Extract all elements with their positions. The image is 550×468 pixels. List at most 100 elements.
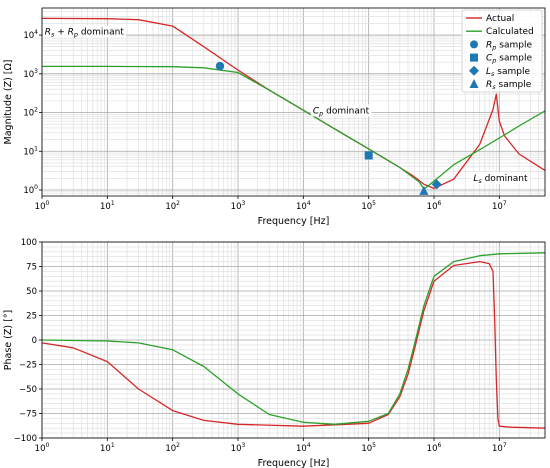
x-tick-label-exp: 3 <box>242 200 246 207</box>
x-axis-label: Frequency [Hz] <box>258 458 330 468</box>
y-axis-label: Phase (Z) [°] <box>3 310 14 371</box>
x-tick-label-exp: 6 <box>438 200 442 207</box>
x-tick-label-base: 10 <box>100 444 111 454</box>
y-tick-label: −25 <box>19 361 37 371</box>
x-tick-label-base: 10 <box>35 444 46 454</box>
cp-sample-marker <box>364 151 373 160</box>
x-tick-label: 106 <box>427 442 442 454</box>
x-tick-label-exp: 1 <box>111 200 115 207</box>
x-tick-label: 102 <box>165 200 180 212</box>
y-tick-label: 101 <box>23 145 38 157</box>
legend-cp-sample-sym: C <box>486 54 493 64</box>
x-tick-label-exp: 4 <box>307 200 311 207</box>
x-tick-label-base: 10 <box>296 202 307 212</box>
x-tick-label-base: 10 <box>427 444 438 454</box>
legend-rs-sample-label: Rs sample <box>486 80 532 91</box>
x-tick-label-base: 10 <box>361 444 372 454</box>
y-tick-label-base: 10 <box>23 70 34 80</box>
x-tick-label-exp: 7 <box>503 200 507 207</box>
x-tick-label: 104 <box>296 442 311 454</box>
x-tick-label: 100 <box>35 200 50 212</box>
legend-ls-sample-rest: sample <box>494 67 530 77</box>
annotation-text: R <box>45 27 51 37</box>
legend-rp-sample-sym: R <box>486 40 492 50</box>
y-tick-label-base: 10 <box>23 147 34 157</box>
y-tick-label: 102 <box>23 107 38 119</box>
y-tick-label-exp: 1 <box>34 145 38 152</box>
rp-sample-marker <box>215 61 225 71</box>
annotation-text: R <box>68 27 74 37</box>
x-tick-label: 106 <box>427 200 442 212</box>
y-tick-label-base: 10 <box>23 31 34 41</box>
annotation-text: dominant <box>482 174 528 184</box>
x-tick-label: 101 <box>100 442 115 454</box>
series-actual-line <box>42 260 545 429</box>
annotation-sub: s <box>478 177 482 185</box>
legend-ls-sample-sym: L <box>486 67 491 77</box>
x-tick-label: 100 <box>35 442 50 454</box>
legend-rs-sample-swatch <box>469 79 479 88</box>
y-tick-label-exp: 2 <box>34 107 38 114</box>
x-tick-label-exp: 7 <box>503 442 507 449</box>
x-tick-label: 104 <box>296 200 311 212</box>
x-tick-label-base: 10 <box>231 444 242 454</box>
x-tick-label: 102 <box>165 442 180 454</box>
annotation-text: L <box>473 174 478 184</box>
x-tick-label-base: 10 <box>100 202 111 212</box>
series-calculated-line <box>42 252 545 425</box>
legend-rp-sample-label: Rp sample <box>486 40 532 51</box>
x-tick-label-exp: 0 <box>46 200 50 207</box>
x-tick-label: 103 <box>231 442 246 454</box>
x-tick-label-exp: 5 <box>372 200 376 207</box>
legend-actual-label: Actual <box>486 14 514 24</box>
annotation-2: Ls dominant <box>473 174 528 185</box>
annotation-text: dominant <box>323 106 369 116</box>
y-tick-label-exp: 4 <box>34 29 38 36</box>
x-tick-label: 105 <box>361 442 376 454</box>
y-tick-label: 103 <box>23 68 38 80</box>
series-calculated-line <box>42 65 545 190</box>
x-tick-label-base: 10 <box>296 444 307 454</box>
y-tick-label: 75 <box>26 263 37 273</box>
annotation-text: + <box>54 27 67 37</box>
annotation-bg <box>471 172 531 185</box>
legend-rs-sample-rest: sample <box>496 80 532 90</box>
x-tick-label-exp: 6 <box>438 442 442 449</box>
legend-cp-sample-rest: sample <box>496 54 532 64</box>
x-tick-label-base: 10 <box>492 444 503 454</box>
x-tick-label: 107 <box>492 442 507 454</box>
x-tick-label-base: 10 <box>492 202 503 212</box>
legend-rs-sample-sub: s <box>492 83 496 91</box>
legend-cp-sample-sub: p <box>491 57 496 65</box>
x-tick-label-exp: 0 <box>46 442 50 449</box>
y-tick-label-base: 10 <box>23 109 34 119</box>
x-tick-label-exp: 3 <box>242 442 246 449</box>
rs-sample-marker <box>419 185 429 195</box>
annotation-text: C <box>313 106 320 116</box>
annotation-bg <box>310 104 372 117</box>
legend-rp-sample-swatch <box>470 40 478 49</box>
annotation-sub: p <box>73 30 78 38</box>
x-tick-label-exp: 1 <box>111 442 115 449</box>
x-tick-label: 103 <box>231 200 246 212</box>
y-tick-label: 50 <box>26 287 37 297</box>
legend-ls-sample-swatch <box>469 65 479 76</box>
legend-cp-sample-label: Cp sample <box>486 54 532 65</box>
legend-ls-sample-sub: s <box>491 70 495 78</box>
legend-rp-sample-sub: p <box>491 43 496 51</box>
legend-rp-sample-rest: sample <box>496 40 532 50</box>
annotation-0: Rs + Rp dominant <box>45 27 125 38</box>
x-tick-label: 105 <box>361 200 376 212</box>
x-tick-label-base: 10 <box>35 202 46 212</box>
y-tick-label: −75 <box>19 410 37 420</box>
legend-rs-sample-sym: R <box>486 80 492 90</box>
annotation-sub: s <box>51 30 55 38</box>
y-tick-label-exp: 0 <box>34 184 38 191</box>
legend-cp-sample-swatch <box>470 53 478 62</box>
x-tick-label-exp: 2 <box>176 200 180 207</box>
x-tick-label-base: 10 <box>361 202 372 212</box>
y-tick-label: 100 <box>21 238 37 248</box>
y-tick-label: −100 <box>14 434 37 444</box>
